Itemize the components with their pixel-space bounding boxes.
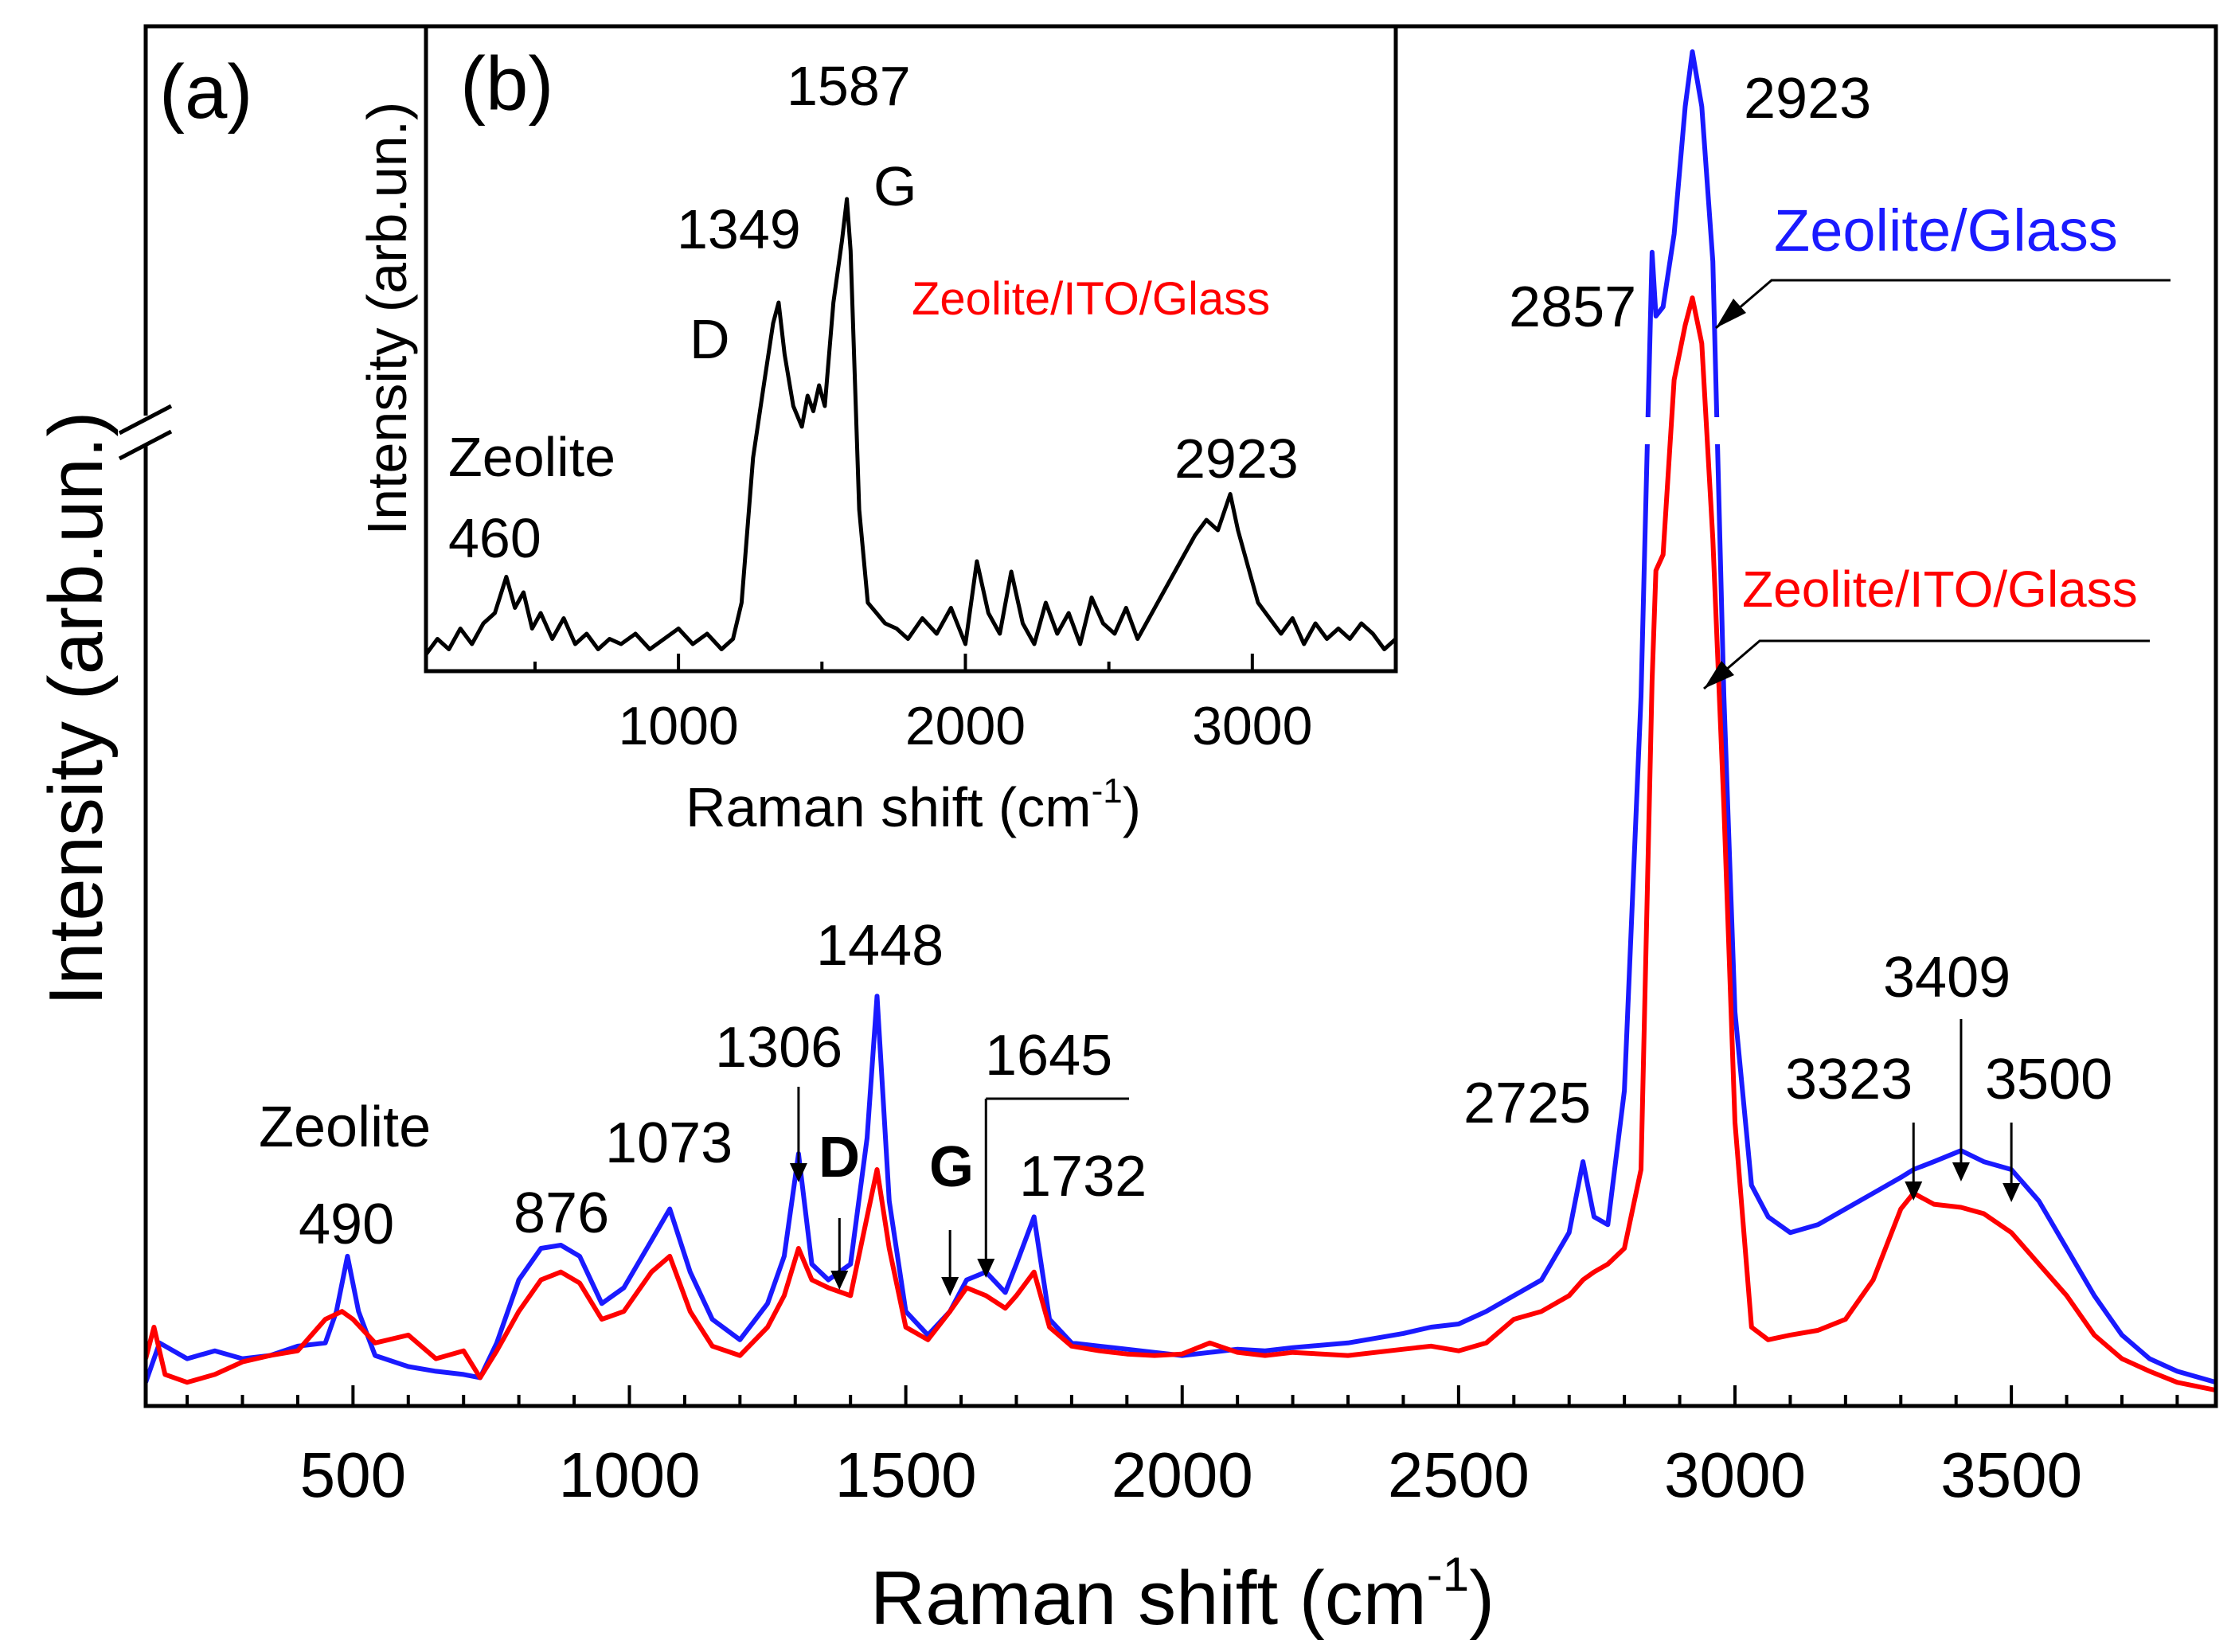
inset-x-ticks: 1000 2000 3000: [533, 654, 1397, 756]
inset-chart: 1000 2000 3000 (b) Intensity (arb.un.) Ram…: [356, 24, 1398, 838]
annotation-arrow-head: [830, 1271, 849, 1290]
main-x-tick-label: 2500: [1388, 1439, 1530, 1510]
label-g-band: G: [929, 1135, 974, 1199]
annotation-arrow-head: [789, 1163, 807, 1182]
axis-break-mark-2: [118, 429, 173, 461]
label-d-band: D: [819, 1126, 860, 1189]
label-2923: 2923: [1744, 67, 1871, 131]
annotation-arrow-head: [2003, 1183, 2021, 1202]
series-line-zeolite-ito-glass: [146, 295, 2216, 1393]
annotation-arrow-head: [977, 1259, 995, 1278]
inset-peak-labels: 1587 G 1349 D Zeolite/ITO/Glass Zeolite …: [448, 55, 1299, 569]
label-876: 876: [514, 1181, 609, 1245]
inset-label-1349: 1349: [677, 198, 801, 260]
label-1448: 1448: [816, 914, 944, 978]
main-x-ticks: 500 1000 1500 2000 2500 3000 3500: [186, 1385, 2179, 1510]
annotation-arrow-head: [941, 1277, 959, 1296]
legend-zeolite-ito-glass: Zeolite/ITO/Glass: [1742, 560, 2138, 618]
inset-label-g-band: G: [873, 155, 916, 217]
inset-label-zeolite: Zeolite: [448, 426, 615, 488]
inset-series: [424, 197, 1397, 656]
inset-legend-zeolite-ito-glass: Zeolite/ITO/Glass: [912, 273, 1270, 325]
main-y-axis-label: Intensity (arb.un.): [33, 412, 119, 1006]
main-x-tick-label: 3000: [1664, 1439, 1806, 1510]
inset-label-460: 460: [448, 507, 541, 569]
inset-y-axis-label: Intensity (arb.un.): [356, 102, 418, 536]
inset-x-tick-label: 1000: [618, 696, 738, 756]
label-3323: 3323: [1785, 1048, 1913, 1111]
label-1645: 1645: [985, 1024, 1112, 1088]
inset-series-line: [424, 197, 1397, 656]
inset-x-axis-label: Raman shift (cm-1): [686, 771, 1141, 838]
label-3409: 3409: [1883, 946, 2010, 1010]
inset-background: [426, 26, 1396, 671]
legend-zeolite-glass: Zeolite/Glass: [1774, 197, 2118, 264]
legend-leader-red: [1703, 639, 2150, 690]
main-panel-label: (a): [159, 49, 252, 135]
inset-plot-frame: [424, 24, 1398, 674]
main-x-tick-label: 1500: [835, 1439, 977, 1510]
axis-break-mark-1: [118, 404, 173, 435]
main-x-tick-label: 3500: [1940, 1439, 2082, 1510]
label-490: 490: [299, 1193, 394, 1256]
annotation-arrow-head: [1952, 1162, 1970, 1181]
inset-label-2923: 2923: [1174, 428, 1299, 490]
main-chart: 500 1000 1500 2000 2500 3000 3500 (a) Intensit…: [33, 24, 2218, 1641]
series-line-zeolite-glass: [146, 49, 2216, 1385]
main-x-tick-label: 1000: [558, 1439, 700, 1510]
main-x-axis-label: Raman shift (cm-1): [870, 1548, 1495, 1641]
inset-x-tick-label: 2000: [905, 696, 1026, 756]
label-1073: 1073: [605, 1111, 733, 1175]
label-zeolite: Zeolite: [259, 1095, 431, 1159]
annotation-arrow-head: [1905, 1181, 1923, 1201]
main-x-tick-label: 2000: [1112, 1439, 1253, 1510]
main-x-tick-label: 500: [300, 1439, 406, 1510]
label-2857: 2857: [1509, 275, 1636, 339]
inset-label-1587: 1587: [787, 55, 911, 117]
inset-x-tick-label: 3000: [1192, 696, 1312, 756]
legend-leader-blue: [1715, 279, 2171, 330]
label-2725: 2725: [1463, 1072, 1591, 1135]
label-3500: 3500: [1985, 1048, 2112, 1111]
main-peak-labels: Zeolite 490 876 1073 1306 1448 D G 1645 …: [259, 67, 2112, 1256]
inset-panel-label: (b): [460, 41, 553, 127]
inset-label-d-band: D: [690, 308, 730, 370]
label-1306: 1306: [715, 1016, 842, 1080]
label-1732: 1732: [1019, 1145, 1147, 1209]
main-series: [146, 49, 2216, 1393]
